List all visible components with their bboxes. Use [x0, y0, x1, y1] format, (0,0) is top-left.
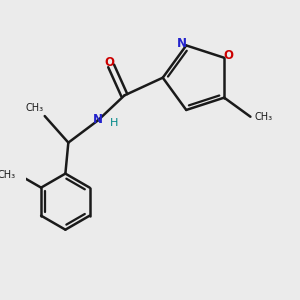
- Text: O: O: [105, 56, 115, 69]
- Text: CH₃: CH₃: [0, 170, 16, 180]
- Text: N: N: [177, 37, 187, 50]
- Text: CH₃: CH₃: [254, 112, 272, 122]
- Text: N: N: [93, 112, 103, 125]
- Text: CH₃: CH₃: [25, 103, 43, 112]
- Text: H: H: [110, 118, 118, 128]
- Text: O: O: [224, 49, 234, 62]
